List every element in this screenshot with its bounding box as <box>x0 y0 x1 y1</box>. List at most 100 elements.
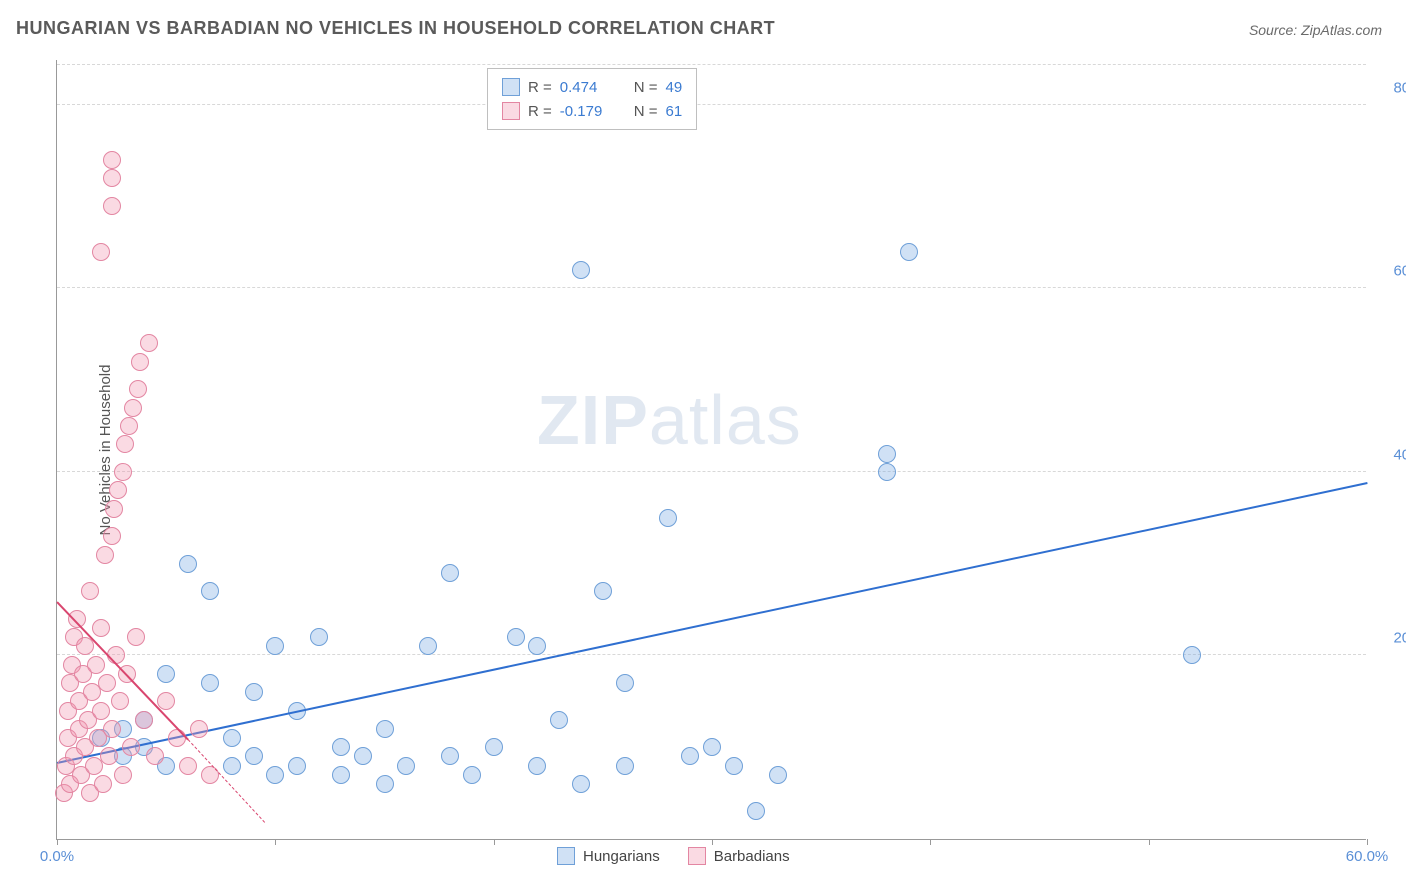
data-point <box>245 747 263 765</box>
legend-swatch <box>557 847 575 865</box>
data-point <box>441 564 459 582</box>
data-point <box>507 628 525 646</box>
data-point <box>103 527 121 545</box>
data-point <box>594 582 612 600</box>
data-point <box>419 637 437 655</box>
data-point <box>223 757 241 775</box>
data-point <box>129 380 147 398</box>
chart-title: HUNGARIAN VS BARBADIAN NO VEHICLES IN HO… <box>16 18 775 39</box>
legend-swatch <box>502 102 520 120</box>
data-point <box>288 757 306 775</box>
data-point <box>725 757 743 775</box>
x-tick <box>930 839 931 845</box>
y-tick-label: 60.0% <box>1376 263 1406 280</box>
plot-region: ZIPatlas 20.0%40.0%60.0%80.0%0.0%60.0%R … <box>56 60 1366 840</box>
x-tick <box>712 839 713 845</box>
data-point <box>116 435 134 453</box>
data-point <box>111 692 129 710</box>
data-point <box>266 766 284 784</box>
x-tick-label: 0.0% <box>40 848 74 865</box>
legend-item: Hungarians <box>557 847 660 865</box>
data-point <box>190 720 208 738</box>
data-point <box>96 546 114 564</box>
data-point <box>245 683 263 701</box>
watermark: ZIPatlas <box>537 380 802 460</box>
data-point <box>122 738 140 756</box>
data-point <box>354 747 372 765</box>
data-point <box>124 399 142 417</box>
data-point <box>463 766 481 784</box>
data-point <box>140 334 158 352</box>
data-point <box>266 637 284 655</box>
data-point <box>376 720 394 738</box>
data-point <box>485 738 503 756</box>
data-point <box>103 720 121 738</box>
trend-line <box>57 482 1367 764</box>
data-point <box>103 169 121 187</box>
data-point <box>179 757 197 775</box>
data-point <box>376 775 394 793</box>
data-point <box>332 766 350 784</box>
data-point <box>87 656 105 674</box>
data-point <box>146 747 164 765</box>
data-point <box>103 151 121 169</box>
data-point <box>114 463 132 481</box>
data-point <box>616 674 634 692</box>
data-point <box>114 766 132 784</box>
y-tick-label: 40.0% <box>1376 446 1406 463</box>
data-point <box>659 509 677 527</box>
data-point <box>1183 646 1201 664</box>
data-point <box>616 757 634 775</box>
data-point <box>109 481 127 499</box>
data-point <box>92 243 110 261</box>
data-point <box>100 747 118 765</box>
data-point <box>878 463 896 481</box>
gridline <box>57 287 1366 288</box>
legend-swatch <box>502 78 520 96</box>
data-point <box>103 197 121 215</box>
x-tick <box>1367 839 1368 845</box>
data-point <box>127 628 145 646</box>
data-point <box>332 738 350 756</box>
y-tick-label: 80.0% <box>1376 79 1406 96</box>
data-point <box>310 628 328 646</box>
legend-label: Barbadians <box>714 848 790 865</box>
data-point <box>92 619 110 637</box>
data-point <box>878 445 896 463</box>
series-legend: Hungarians Barbadians <box>557 847 790 865</box>
gridline <box>57 104 1366 105</box>
x-tick <box>275 839 276 845</box>
data-point <box>201 582 219 600</box>
data-point <box>747 802 765 820</box>
data-point <box>528 637 546 655</box>
data-point <box>703 738 721 756</box>
legend-label: Hungarians <box>583 848 660 865</box>
correlation-legend: R =0.474N =49R =-0.179N =61 <box>487 68 697 130</box>
data-point <box>397 757 415 775</box>
x-tick-label: 60.0% <box>1346 848 1389 865</box>
data-point <box>179 555 197 573</box>
data-point <box>92 702 110 720</box>
data-point <box>572 261 590 279</box>
x-tick <box>494 839 495 845</box>
legend-row: R =-0.179N =61 <box>502 99 682 123</box>
data-point <box>528 757 546 775</box>
legend-row: R =0.474N =49 <box>502 75 682 99</box>
y-tick-label: 20.0% <box>1376 630 1406 647</box>
gridline <box>57 654 1366 655</box>
data-point <box>135 711 153 729</box>
data-point <box>900 243 918 261</box>
data-point <box>120 417 138 435</box>
data-point <box>550 711 568 729</box>
data-point <box>131 353 149 371</box>
data-point <box>223 729 241 747</box>
legend-item: Barbadians <box>688 847 790 865</box>
x-tick <box>57 839 58 845</box>
data-point <box>201 674 219 692</box>
data-point <box>157 665 175 683</box>
data-point <box>105 500 123 518</box>
data-point <box>681 747 699 765</box>
gridline <box>57 471 1366 472</box>
chart-area: No Vehicles in Household ZIPatlas 20.0%4… <box>56 60 1366 840</box>
data-point <box>441 747 459 765</box>
